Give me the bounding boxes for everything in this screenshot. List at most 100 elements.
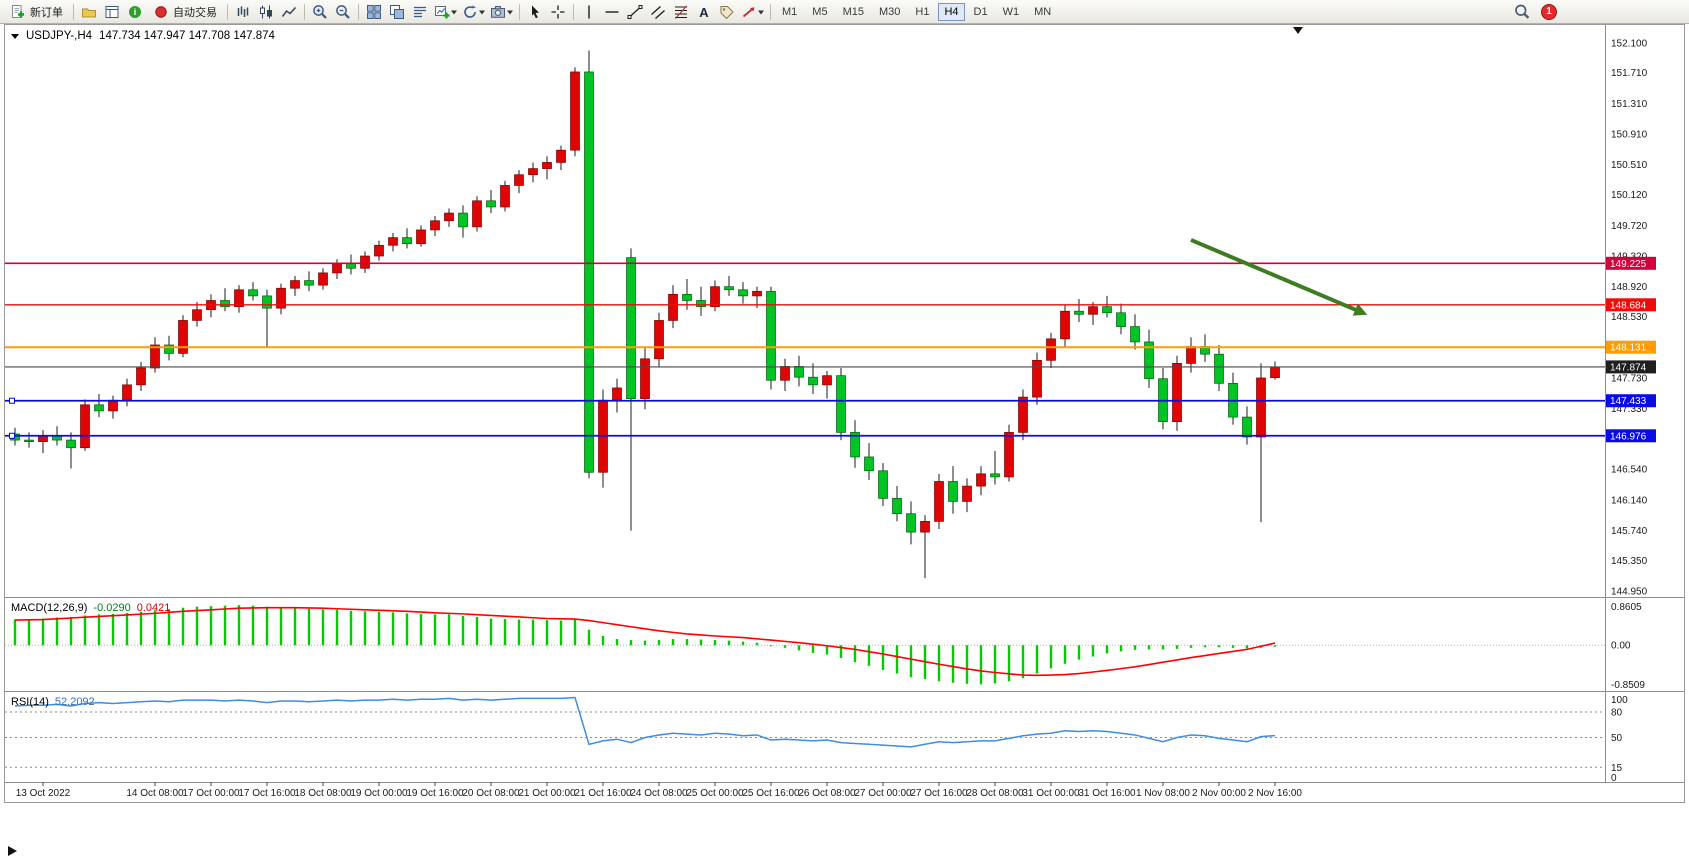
svg-text:18 Oct 08:00: 18 Oct 08:00 [294, 788, 352, 799]
trendline-button[interactable] [624, 2, 646, 22]
price-axis[interactable]: 152.100 151.710 151.310 150.910 150.510 150.1… [1611, 38, 1648, 597]
crosshair-icon [551, 5, 565, 18]
timeframe-mn[interactable]: MN [1034, 5, 1052, 18]
notification-badge[interactable]: 1 [1541, 3, 1557, 20]
candle [94, 404, 104, 412]
chart-window[interactable]: 152.100 151.710 151.310 150.910 150.510 150.1… [4, 24, 1685, 803]
candle [1004, 432, 1014, 478]
svg-text:149.225: 149.225 [1610, 259, 1647, 270]
trendline-icon [627, 4, 643, 19]
toolbar-separator [573, 3, 574, 20]
svg-text:13 Oct 2022: 13 Oct 2022 [16, 788, 71, 799]
candle [738, 289, 748, 297]
candle [1032, 359, 1042, 398]
search-icon [1515, 4, 1530, 19]
text-label-button[interactable] [716, 2, 738, 22]
svg-text:150.910: 150.910 [1611, 130, 1648, 141]
timeframe-m1[interactable]: M1 [782, 5, 798, 18]
info-button[interactable]: i [124, 2, 146, 22]
candle [864, 456, 874, 472]
tile-windows-button[interactable] [363, 2, 385, 22]
timeframe-d1[interactable]: D1 [973, 5, 988, 18]
candle [836, 375, 846, 433]
candle [486, 200, 496, 208]
candle [920, 521, 930, 533]
candle [1116, 312, 1126, 327]
scroll-position-icon [8, 846, 17, 856]
crosshair-button[interactable] [547, 2, 569, 22]
profile-button[interactable] [78, 2, 100, 22]
svg-text:100: 100 [1611, 695, 1628, 706]
arrows-icon [742, 6, 755, 17]
line-chart-icon [281, 6, 297, 17]
candle [1102, 306, 1112, 314]
candle [290, 280, 300, 289]
symbol-dropdown-icon[interactable] [11, 33, 19, 39]
svg-text:50: 50 [1611, 733, 1623, 744]
auto-trading-button-label: 自动交易 [173, 6, 217, 19]
svg-text:147.433: 147.433 [1610, 396, 1647, 407]
auto-trading-button[interactable]: 自动交易 [147, 2, 223, 22]
data-window-button[interactable] [101, 2, 123, 22]
candle [430, 220, 440, 231]
candlestick-icon [260, 5, 272, 18]
chart-canvas[interactable]: 152.100 151.710 151.310 150.910 150.510 150.1… [5, 25, 1684, 802]
candle [556, 149, 566, 163]
price-badge [1606, 340, 1656, 354]
candlestick-chart-button[interactable] [255, 2, 277, 22]
zoom-in-button[interactable] [309, 2, 331, 22]
fibonacci-button[interactable] [670, 2, 692, 22]
chart-list-dropdown-icon[interactable] [1293, 27, 1303, 34]
timeframe-m30[interactable]: M30 [878, 5, 901, 18]
candle [990, 473, 1000, 478]
arrange-icon [414, 6, 426, 17]
timeframe-h4[interactable]: H4 [938, 2, 965, 21]
cascade-windows-button[interactable] [386, 2, 408, 22]
bar-chart-button[interactable] [232, 2, 254, 22]
svg-text:150.120: 150.120 [1611, 190, 1648, 201]
new-order-button-label: 新订单 [30, 6, 63, 19]
profile-icon [82, 7, 96, 17]
cursor-icon [532, 5, 539, 18]
fibonacci-icon [675, 5, 687, 19]
new-chart-button[interactable] [432, 2, 459, 22]
svg-text:-0.8509: -0.8509 [1611, 680, 1645, 691]
candle [500, 185, 510, 208]
timeframe-m5[interactable]: M5 [812, 5, 828, 18]
candle [402, 237, 412, 245]
svg-text:2 Nov 16:00: 2 Nov 16:00 [1248, 788, 1302, 799]
timeframe-h1[interactable]: H1 [915, 5, 930, 18]
candle [906, 513, 916, 533]
search-button[interactable] [1511, 2, 1533, 22]
zoom-out-button[interactable] [332, 2, 354, 22]
text-button[interactable]: A [693, 2, 715, 22]
channel-icon [651, 5, 665, 19]
svg-text:148.530: 148.530 [1611, 312, 1648, 323]
candle [780, 366, 790, 381]
candle [710, 286, 720, 307]
candle [640, 358, 650, 400]
price-badge [1606, 429, 1656, 443]
svg-text:148.920: 148.920 [1611, 282, 1648, 293]
svg-text:19 Oct 16:00: 19 Oct 16:00 [406, 788, 464, 799]
line-chart-button[interactable] [278, 2, 300, 22]
arrange-windows-button[interactable] [409, 2, 431, 22]
equidistant-channel-button[interactable] [647, 2, 669, 22]
new-order-button[interactable]: 新订单 [4, 2, 69, 22]
svg-text:14 Oct 08:00: 14 Oct 08:00 [126, 788, 184, 799]
arrows-button[interactable] [739, 2, 766, 22]
timeframe-m15[interactable]: M15 [842, 5, 864, 18]
candle [416, 229, 426, 245]
cursor-button[interactable] [524, 2, 546, 22]
candle [1214, 353, 1224, 384]
profiles-button[interactable] [460, 2, 487, 22]
candle [962, 485, 972, 502]
vertical-line-button[interactable] [578, 2, 600, 22]
trend-arrow-annotation[interactable] [1190, 238, 1368, 316]
timeframe-w1[interactable]: W1 [1002, 5, 1020, 18]
candle [1060, 310, 1070, 340]
snapshot-button[interactable] [488, 2, 515, 22]
horizontal-line-button[interactable] [601, 2, 623, 22]
horizontal-level-lines[interactable]: 149.225 148.684 148.131 147.874 147.433 146.9… [5, 256, 1656, 443]
